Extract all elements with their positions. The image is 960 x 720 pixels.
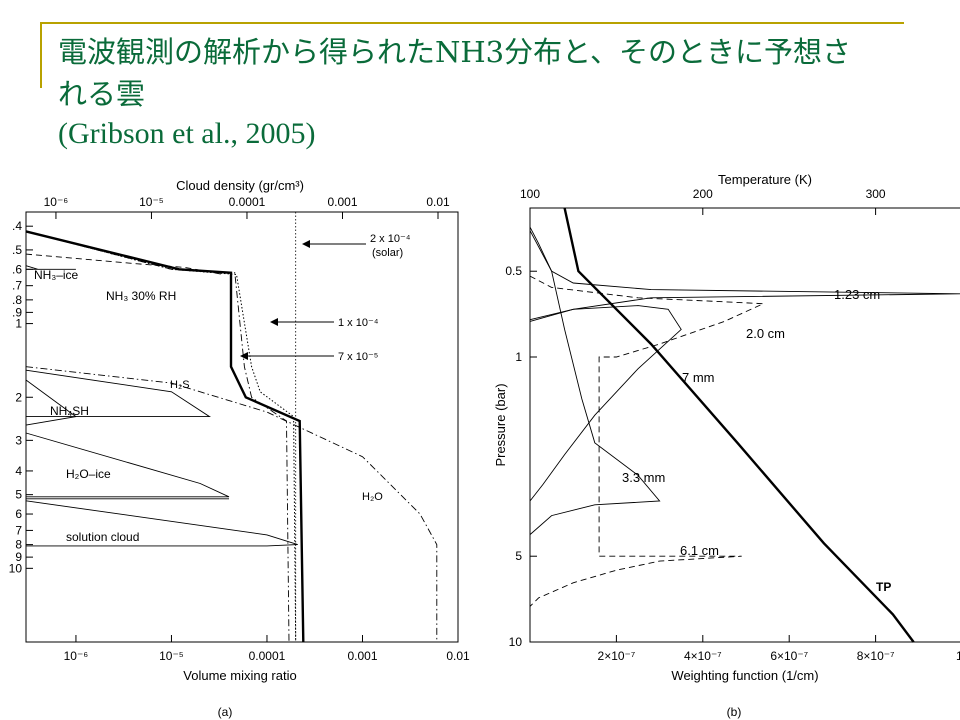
annotation-2-0cm: 2.0 cm xyxy=(746,326,785,341)
panel-b-ytick-label: 5 xyxy=(515,549,522,563)
annotation-solar-value: 2 x 10⁻⁴ xyxy=(370,233,411,245)
panel-a-label: (a) xyxy=(218,705,233,719)
annotation-nh3-rh: NH₃ 30% RH xyxy=(106,289,176,303)
panel-b-series-4 xyxy=(529,226,661,535)
panel-a-ytick-label: .4 xyxy=(12,219,22,233)
annotation-7e-5: 7 x 10⁻⁵ xyxy=(338,351,378,363)
panel-a-top-tick-label: 0.01 xyxy=(426,195,450,209)
annotation-7mm: 7 mm xyxy=(682,370,715,385)
panel-a: Cloud density (gr/cm³) Volume mixing rat… xyxy=(9,178,470,719)
panel-a-series-10 xyxy=(25,500,298,547)
panel-a-series-8 xyxy=(25,432,230,498)
panel-a-ytick-label: .5 xyxy=(12,243,22,257)
panel-a-ytick-label: 4 xyxy=(15,464,22,478)
panel-a-ytick-label: 3 xyxy=(15,433,22,447)
annotation-nh4sh: NH₄SH xyxy=(50,404,89,418)
annotation-tp: TP xyxy=(876,580,891,594)
panel-b-y-axis-label: Pressure (bar) xyxy=(493,383,508,466)
panel-b-xtick-label: 2×10⁻⁷ xyxy=(598,649,636,663)
annotation-solar: (solar) xyxy=(372,247,403,259)
panel-b-x-axis-label: Weighting function (1/cm) xyxy=(671,668,818,683)
panel-a-top-tick-label: 0.001 xyxy=(327,195,357,209)
panel-b-ytick-label: 0.5 xyxy=(505,264,522,278)
panel-a-ytick-label: 1 xyxy=(15,317,22,331)
panel-a-ytick-label: 8 xyxy=(15,538,22,552)
panel-a-x-axis-label: Volume mixing ratio xyxy=(183,668,296,683)
panel-a-annotations: 2 x 10⁻⁴ (solar) 1 x 10⁻⁴ 7 x 10⁻⁵ NH₃–i… xyxy=(34,233,411,544)
panel-a-xtick-label: 0.001 xyxy=(347,649,377,663)
panel-b-annotations: 1.23 cm 2.0 cm 7 mm 3.3 mm 6.1 cm TP xyxy=(622,287,891,594)
panel-a-top-tick-label: 10⁻⁵ xyxy=(139,195,164,209)
annotation-3-3mm: 3.3 mm xyxy=(622,470,665,485)
panel-a-ticks: 10⁻⁶10⁻⁵0.00010.0010.0110⁻⁷10⁻⁶10⁻⁵0.000… xyxy=(9,195,470,663)
annotation-h2s: H₂S xyxy=(170,379,190,391)
panel-b-top-tick-label: 100 xyxy=(520,187,540,201)
panel-b-label: (b) xyxy=(727,705,742,719)
annotation-1-23cm: 1.23 cm xyxy=(834,287,880,302)
panel-b-top-tick-label: 200 xyxy=(693,187,713,201)
panel-a-series-2 xyxy=(25,230,297,643)
panel-a-top-axis-label: Cloud density (gr/cm³) xyxy=(176,178,304,193)
annotation-solution-cloud: solution cloud xyxy=(66,530,139,544)
panel-a-top-tick-label: 10⁻⁶ xyxy=(44,195,69,209)
panel-b-top-tick-label: 300 xyxy=(866,187,886,201)
panel-b-xtick-label: 10⁻⁶ xyxy=(956,649,960,663)
annotation-1e-4: 1 x 10⁻⁴ xyxy=(338,317,379,329)
annotation-6-1cm: 6.1 cm xyxy=(680,543,719,558)
slide-title-line-2: れる雲 xyxy=(58,77,146,111)
panel-a-xtick-label: 10⁻⁵ xyxy=(159,649,184,663)
annotation-h2o: H₂O xyxy=(362,491,383,503)
panel-a-series-0 xyxy=(25,230,305,643)
panel-a-top-tick-label: 0.0001 xyxy=(229,195,266,209)
annotation-h2o-ice: H₂O–ice xyxy=(66,467,111,481)
panel-b: Temperature (K) Weighting function (1/cm… xyxy=(493,172,960,719)
panel-a-series-1 xyxy=(25,253,224,275)
panel-a-ytick-label: .9 xyxy=(12,305,22,319)
slide-title-line-1: 電波観測の解析から得られたNH3分布と、そのときに予想さ xyxy=(58,35,851,69)
title-accent-rule xyxy=(40,22,904,24)
panel-b-xtick-label: 8×10⁻⁷ xyxy=(857,649,895,663)
annotation-nh3-ice: NH₃–ice xyxy=(34,268,79,282)
slide-citation: (Gribson et al., 2005) xyxy=(58,117,316,150)
panel-a-ytick-label: 5 xyxy=(15,488,22,502)
panel-a-frame xyxy=(25,211,459,643)
panel-a-ytick-label: 2 xyxy=(15,390,22,404)
panel-b-ytick-label: 10 xyxy=(509,635,523,649)
panel-b-top-axis-label: Temperature (K) xyxy=(718,172,812,187)
panel-a-ytick-label: 9 xyxy=(15,550,22,564)
panel-a-xtick-label: 10⁻⁶ xyxy=(64,649,89,663)
arrowhead-1e-4 xyxy=(270,318,278,326)
title-accent-bar xyxy=(40,22,42,88)
panel-b-series-1 xyxy=(529,230,960,322)
arrowhead-solar xyxy=(302,240,310,248)
panel-a-ytick-label: 10 xyxy=(9,561,23,575)
panel-a-ytick-label: 6 xyxy=(15,507,22,521)
panel-a-xtick-label: 0.0001 xyxy=(249,649,286,663)
panel-a-series-6 xyxy=(25,369,212,418)
panel-b-ytick-label: 1 xyxy=(515,350,522,364)
arrowhead-7e-5 xyxy=(240,352,248,360)
panel-b-frame xyxy=(529,207,960,643)
panel-b-series-3 xyxy=(529,305,682,502)
panel-b-ticks: 2×10⁻⁷ 4×10⁻⁷ 6×10⁻⁷ 8×10⁻⁷ 10⁻⁶ 100 200 300 0.5… xyxy=(505,187,960,663)
panel-b-series xyxy=(529,207,960,643)
panel-a-series-11 xyxy=(25,265,76,270)
panel-a-ytick-label: .8 xyxy=(12,293,22,307)
panel-b-xtick-label: 4×10⁻⁷ xyxy=(684,649,722,663)
panel-a-series xyxy=(25,212,438,643)
panel-b-xtick-label: 6×10⁻⁷ xyxy=(770,649,808,663)
panel-a-xtick-label: 0.01 xyxy=(446,649,470,663)
panel-a-series-7 xyxy=(25,379,78,426)
panel-b-series-0 xyxy=(563,207,915,643)
panel-b-series-2 xyxy=(529,275,764,607)
panel-a-series-5 xyxy=(25,366,438,642)
panel-a-ytick-label: .7 xyxy=(12,279,22,293)
panel-a-ytick-label: 7 xyxy=(15,523,22,537)
panel-a-ytick-label: .6 xyxy=(12,262,22,276)
